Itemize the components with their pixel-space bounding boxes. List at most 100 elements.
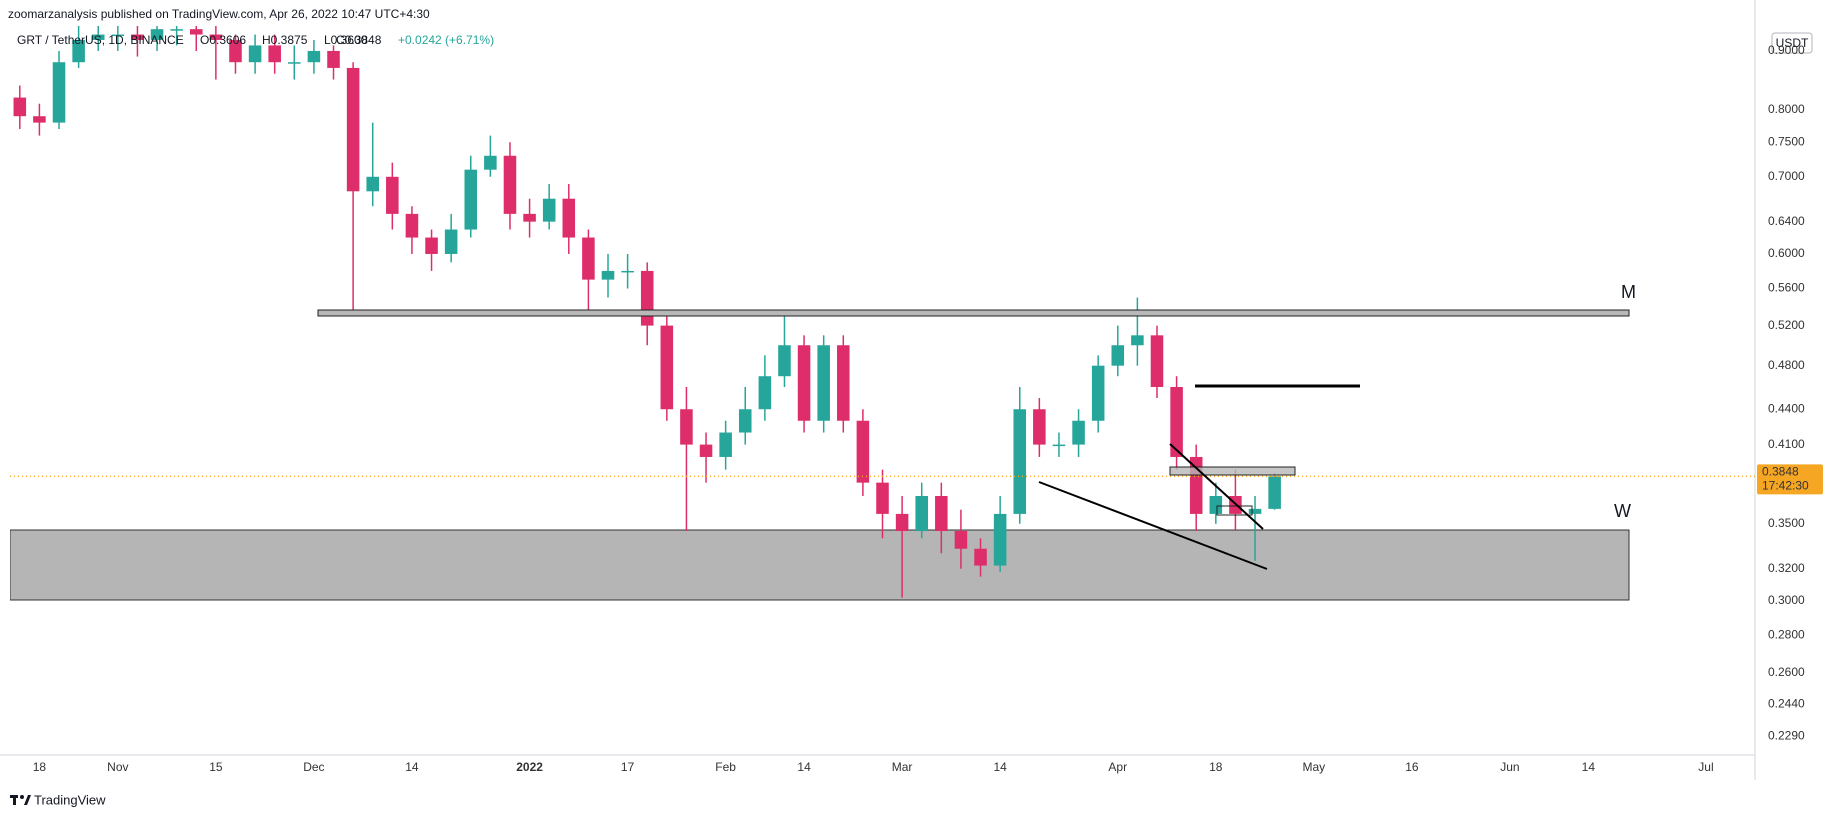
- candle-body: [935, 495, 948, 532]
- currency-box[interactable]: [1771, 32, 1813, 54]
- x-tick-label: 16: [1405, 760, 1419, 774]
- candle-body: [1170, 386, 1183, 457]
- y-tick-label: 0.2290: [1768, 728, 1805, 742]
- logo: [10, 795, 31, 805]
- x-tick-label: 17: [621, 760, 635, 774]
- x-tick-label: 18: [33, 760, 47, 774]
- annotation-w: W: [1614, 501, 1631, 521]
- candle-body: [542, 198, 556, 222]
- candle-body: [1052, 444, 1066, 447]
- candle-body: [131, 34, 144, 40]
- candle-body: [464, 169, 478, 230]
- candle-body: [915, 495, 928, 532]
- y-tick-label: 0.3000: [1768, 593, 1805, 607]
- candle-body: [268, 45, 281, 63]
- candle-body: [738, 409, 752, 433]
- candle-body: [405, 213, 419, 238]
- candle-body: [425, 237, 438, 254]
- candle-body: [346, 67, 360, 192]
- candle-body: [601, 270, 615, 280]
- x-tick-label: 15: [209, 760, 223, 774]
- y-tick-label: 0.7500: [1768, 134, 1805, 148]
- candle-body: [111, 34, 125, 37]
- candle-body: [523, 213, 536, 222]
- publisher: zoomarzanalysis published on TradingView…: [8, 7, 430, 21]
- candle-body: [974, 548, 987, 566]
- candle-body: [837, 345, 850, 421]
- candle-body: [778, 345, 791, 377]
- candle-body: [1131, 335, 1144, 346]
- candle-body: [209, 34, 223, 40]
- y-tick-label: 0.5200: [1768, 318, 1805, 332]
- y-tick-label: 0.5600: [1768, 281, 1805, 295]
- candle-body: [288, 62, 301, 64]
- bar-countdown: 17:42:30: [1762, 479, 1809, 493]
- candle-body: [366, 176, 379, 192]
- currency[interactable]: USDT: [1776, 36, 1809, 50]
- candle-body: [758, 376, 772, 410]
- candle-body: [680, 409, 693, 445]
- candle-body: [33, 116, 46, 123]
- candle-body: [150, 29, 164, 40]
- ohlc-close: C0.3848: [336, 33, 382, 47]
- candle-body: [817, 345, 830, 421]
- candle-body: [503, 155, 517, 214]
- m-zone[interactable]: [317, 309, 1630, 317]
- plot-area: [10, 26, 1755, 601]
- ohlc-change: +0.0242 (+6.71%): [398, 33, 494, 47]
- candle-body: [562, 198, 576, 238]
- symbol[interactable]: GRT / TetherUS, 1D, BINANCE: [17, 33, 184, 47]
- brand[interactable]: TradingView: [34, 792, 106, 807]
- x-tick-label: 14: [797, 760, 811, 774]
- drawings: M W: [317, 282, 1636, 570]
- y-tick-label: 0.9000: [1768, 43, 1805, 57]
- x-tick-label: May: [1303, 760, 1326, 774]
- x-tick-label: Apr: [1108, 760, 1127, 774]
- candle-body: [1209, 495, 1223, 514]
- y-tick-label: 0.4100: [1768, 437, 1805, 451]
- y-tick-label: 0.6000: [1768, 246, 1805, 260]
- wedge-lower[interactable]: [1038, 481, 1268, 570]
- y-tick-label: 0.6400: [1768, 214, 1805, 228]
- candle-body: [1072, 420, 1085, 445]
- candle-body: [1111, 345, 1125, 366]
- candle-body: [1150, 335, 1164, 387]
- ohlc-high: H0.3875: [262, 33, 308, 47]
- candle-body: [484, 155, 497, 170]
- small-box[interactable]: [1216, 505, 1253, 516]
- candle-body: [660, 325, 674, 410]
- x-tick-label: 14: [1582, 760, 1596, 774]
- x-tick-label: 18: [1209, 760, 1223, 774]
- x-tick-label: Jun: [1500, 760, 1519, 774]
- candle-body: [582, 237, 595, 280]
- candle-body: [1189, 456, 1203, 514]
- candle-body: [170, 29, 183, 31]
- candle-body: [444, 229, 458, 254]
- candle-body: [719, 432, 732, 457]
- x-tick-label: Feb: [715, 760, 736, 774]
- candle-body: [386, 176, 399, 214]
- candle-body: [1248, 508, 1262, 514]
- candle-body: [1091, 365, 1105, 421]
- candle-body: [248, 45, 262, 63]
- x-tick-label: Mar: [892, 760, 913, 774]
- candle-body: [993, 513, 1007, 566]
- candle-body: [72, 39, 85, 63]
- annotation-m: M: [1621, 282, 1636, 302]
- candle-body: [797, 345, 811, 421]
- breakout-box[interactable]: [1169, 466, 1296, 476]
- candle-body: [640, 270, 654, 326]
- ohlc-low: L0.3600: [324, 33, 368, 47]
- candle-body: [327, 50, 340, 68]
- candle-body: [895, 513, 909, 532]
- x-tick-label: 14: [993, 760, 1007, 774]
- w-zone[interactable]: [10, 529, 1630, 601]
- y-tick-label: 0.3200: [1768, 561, 1805, 575]
- wedge-upper[interactable]: [1169, 443, 1264, 530]
- x-tick-label: Nov: [107, 760, 128, 774]
- y-tick-label: 0.2440: [1768, 697, 1805, 711]
- candle-body: [876, 482, 889, 514]
- y-tick-label: 0.4800: [1768, 358, 1805, 372]
- x-tick-label: Jul: [1698, 760, 1713, 774]
